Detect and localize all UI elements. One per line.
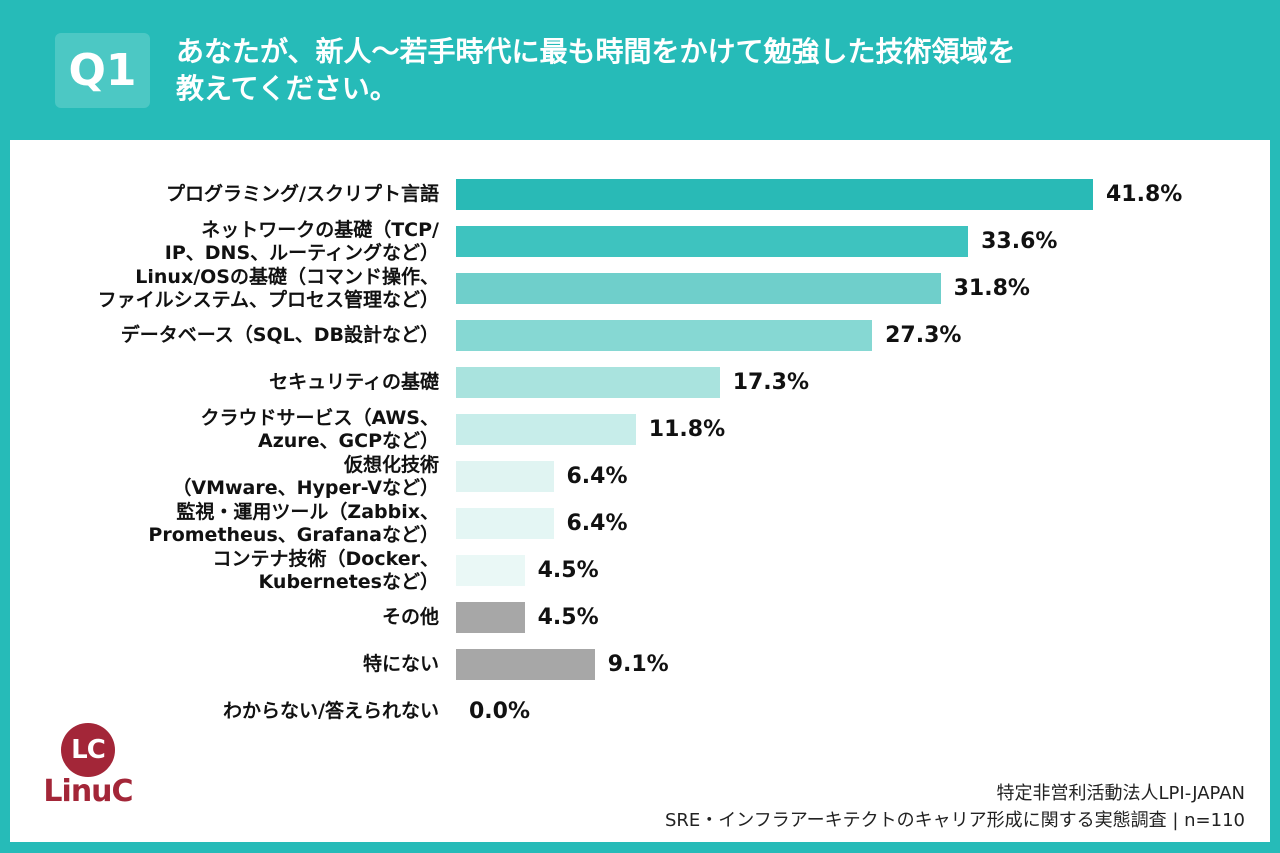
question-header: Q1 あなたが、新人〜若手時代に最も時間をかけて勉強した技術領域を 教えてくださ… xyxy=(0,0,1280,140)
bar xyxy=(456,414,636,445)
bar-value-label: 31.8% xyxy=(953,276,1030,301)
bar-area: 11.8% xyxy=(456,414,1270,445)
bar-value-label: 17.3% xyxy=(732,370,810,395)
bar-row: プログラミング/スクリプト言語 41.8% xyxy=(10,171,1270,218)
bar-category-label: データベース（SQL、DB設計など） xyxy=(120,324,439,346)
bar-row: 仮想化技術 （VMware、Hyper-Vなど） 6.4% xyxy=(10,453,1270,500)
bar-row: コンテナ技術（Docker、 Kubernetesなど） 4.5% xyxy=(10,547,1270,594)
linuc-logo: LC LinuC xyxy=(38,723,138,809)
bar-area: 17.3% xyxy=(456,367,1270,398)
footer-attribution: 特定非営利活動法人LPI-JAPAN SRE・インフラアーキテクトのキャリア形成… xyxy=(665,780,1245,834)
bar-row: わからない/答えられない 0.0% xyxy=(10,688,1270,735)
bar-area: 27.3% xyxy=(456,320,1270,351)
linuc-monogram-icon: LC xyxy=(61,723,115,777)
chart-card: プログラミング/スクリプト言語 41.8% ネットワークの基礎（TCP/ IP、… xyxy=(10,140,1270,842)
bar-category-label: セキュリティの基礎 xyxy=(269,371,439,393)
question-text: あなたが、新人〜若手時代に最も時間をかけて勉強した技術領域を 教えてください。 xyxy=(176,33,1015,107)
linuc-wordmark: LinuC xyxy=(43,774,133,809)
bar xyxy=(456,367,720,398)
bar xyxy=(456,179,1093,210)
bar-value-label: 41.8% xyxy=(1106,182,1183,207)
bar-value-label: 0.0% xyxy=(469,699,531,724)
bar-area: 4.5% xyxy=(456,602,1270,633)
bar-row: Linux/OSの基礎（コマンド操作、 ファイルシステム、プロセス管理など） 3… xyxy=(10,265,1270,312)
bar-row: その他 4.5% xyxy=(10,594,1270,641)
question-line-1: あなたが、新人〜若手時代に最も時間をかけて勉強した技術領域を xyxy=(176,35,1016,68)
bar-value-label: 11.8% xyxy=(648,417,726,442)
bar-value-label: 4.5% xyxy=(537,558,599,583)
bar-category-label: コンテナ技術（Docker、 Kubernetesなど） xyxy=(212,547,439,593)
bar-value-label: 9.1% xyxy=(607,652,669,677)
bar-area: 0.0% xyxy=(456,696,1270,727)
bar-area: 41.8% xyxy=(456,179,1270,210)
question-number-badge: Q1 xyxy=(55,32,150,108)
bar xyxy=(456,649,595,680)
bar-row: ネットワークの基礎（TCP/ IP、DNS、ルーティングなど） 33.6% xyxy=(10,218,1270,265)
question-line-2: 教えてください。 xyxy=(176,72,398,105)
bar-area: 6.4% xyxy=(456,461,1270,492)
bar-area: 31.8% xyxy=(456,273,1270,304)
bar-area: 6.4% xyxy=(456,508,1270,539)
footer-organization: 特定非営利活動法人LPI-JAPAN xyxy=(996,783,1245,804)
bar-chart: プログラミング/スクリプト言語 41.8% ネットワークの基礎（TCP/ IP、… xyxy=(10,140,1270,735)
bar-category-label: わからない/答えられない xyxy=(223,700,439,722)
footer-survey-title: SRE・インフラアーキテクトのキャリア形成に関する実態調査 | n=110 xyxy=(664,810,1245,831)
bar-category-label: 特にない xyxy=(362,653,439,675)
bar-category-label: ネットワークの基礎（TCP/ IP、DNS、ルーティングなど） xyxy=(164,218,439,264)
bar-category-label: クラウドサービス（AWS、 Azure、GCPなど） xyxy=(200,406,440,452)
bar-category-label: 仮想化技術 （VMware、Hyper-Vなど） xyxy=(172,453,439,499)
bar-area: 9.1% xyxy=(456,649,1270,680)
bar xyxy=(456,273,941,304)
bar-category-label: Linux/OSの基礎（コマンド操作、 ファイルシステム、プロセス管理など） xyxy=(97,265,439,311)
bar-category-label: プログラミング/スクリプト言語 xyxy=(166,183,439,205)
bar-category-label: その他 xyxy=(381,606,439,628)
bar-row: 監視・運用ツール（Zabbix、 Prometheus、Grafanaなど） 6… xyxy=(10,500,1270,547)
bar-value-label: 4.5% xyxy=(537,605,599,630)
bar-row: クラウドサービス（AWS、 Azure、GCPなど） 11.8% xyxy=(10,406,1270,453)
bar-area: 4.5% xyxy=(456,555,1270,586)
bar-area: 33.6% xyxy=(456,226,1270,257)
bar xyxy=(456,508,554,539)
bar-value-label: 27.3% xyxy=(885,323,962,348)
bar xyxy=(456,602,525,633)
bar-row: セキュリティの基礎 17.3% xyxy=(10,359,1270,406)
bar xyxy=(456,461,554,492)
bar-value-label: 33.6% xyxy=(981,229,1058,254)
chart-rows: プログラミング/スクリプト言語 41.8% ネットワークの基礎（TCP/ IP、… xyxy=(10,171,1270,735)
bar xyxy=(456,226,969,257)
bar-value-label: 6.4% xyxy=(566,464,628,489)
bar xyxy=(456,555,525,586)
bar-row: データベース（SQL、DB設計など） 27.3% xyxy=(10,312,1270,359)
bar-row: 特にない 9.1% xyxy=(10,641,1270,688)
bar-category-label: 監視・運用ツール（Zabbix、 Prometheus、Grafanaなど） xyxy=(148,500,439,546)
bar xyxy=(456,320,873,351)
bar-value-label: 6.4% xyxy=(566,511,628,536)
